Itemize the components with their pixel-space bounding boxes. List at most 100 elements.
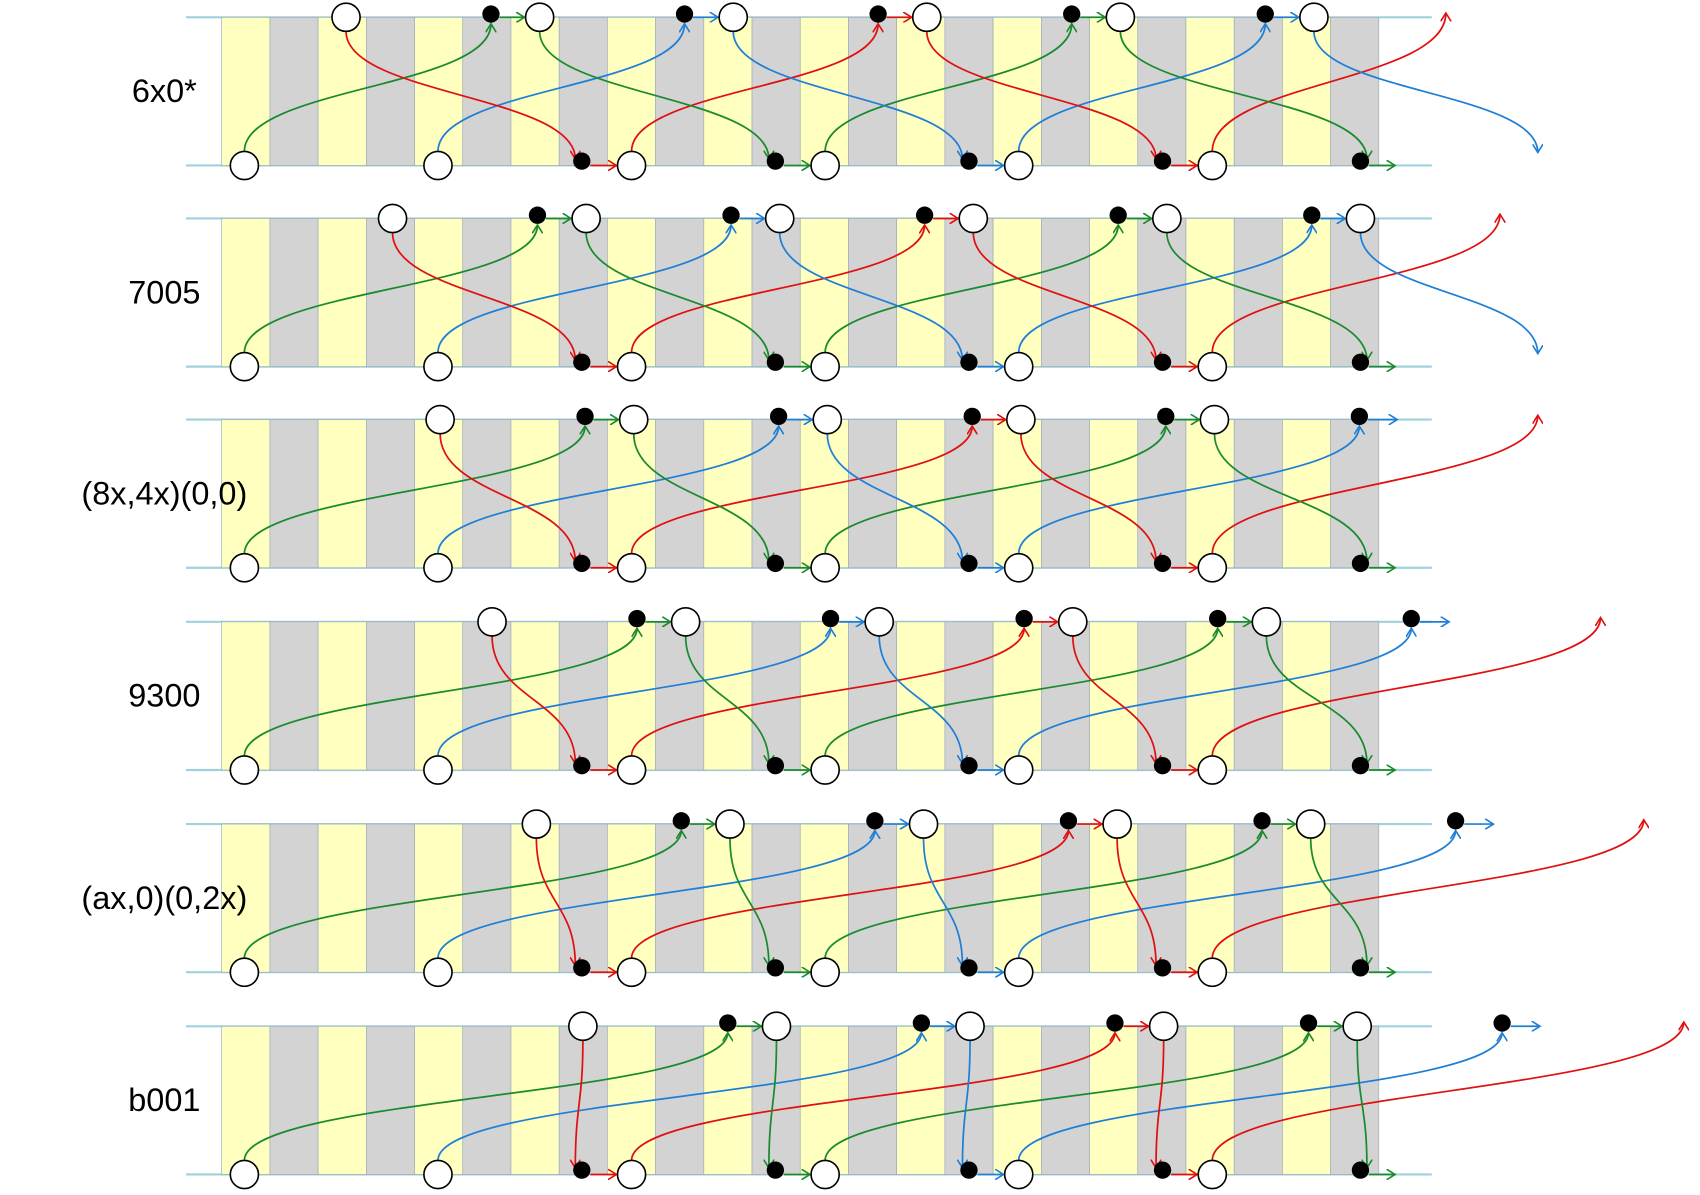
node — [423, 755, 453, 785]
link-up — [1017, 426, 1360, 554]
dot — [1153, 353, 1172, 371]
stripe — [992, 16, 1042, 166]
dot — [766, 554, 785, 573]
stripe — [655, 621, 705, 771]
stripe — [848, 823, 898, 973]
stripe — [510, 16, 560, 166]
stripe — [1330, 16, 1380, 166]
node — [1295, 809, 1326, 839]
link-up — [824, 225, 1118, 353]
stripe — [1233, 419, 1283, 569]
link-up — [437, 426, 779, 554]
link-down — [538, 31, 769, 159]
dot — [1493, 1014, 1511, 1032]
row-label: (8x,4x)(0,0) — [81, 475, 247, 511]
dot — [960, 757, 978, 775]
row-label: (ax,0)(0,2x) — [81, 880, 247, 916]
dot — [1350, 407, 1369, 426]
node — [423, 150, 453, 181]
dot — [1063, 5, 1081, 23]
link-up — [824, 628, 1218, 756]
row-label: 6x0* — [132, 73, 197, 109]
dot — [1153, 554, 1172, 573]
link-down — [778, 232, 963, 361]
dot — [573, 152, 591, 170]
stripe — [317, 419, 367, 569]
node — [670, 606, 701, 637]
stripe — [1089, 621, 1139, 771]
dot — [528, 206, 547, 224]
stripe — [848, 419, 898, 569]
stripe — [944, 419, 994, 569]
stripe — [414, 419, 464, 569]
dot — [960, 353, 978, 371]
row-label: 9300 — [128, 678, 200, 714]
node — [1148, 1011, 1179, 1042]
node — [810, 755, 840, 785]
stripe — [269, 218, 319, 367]
stripe — [269, 1025, 319, 1175]
link-up — [630, 24, 879, 152]
dot — [573, 757, 591, 775]
link-up — [824, 831, 1262, 959]
dot — [1109, 206, 1127, 224]
dot — [672, 812, 690, 830]
stripe — [1041, 218, 1090, 367]
dot — [1351, 554, 1370, 573]
link-down — [632, 433, 769, 562]
stripe — [365, 621, 415, 771]
link-up — [243, 24, 491, 152]
stripe — [703, 1025, 753, 1175]
stripe — [1041, 621, 1090, 771]
node — [1105, 2, 1136, 33]
stripe — [703, 16, 753, 166]
link-down — [1020, 433, 1156, 562]
node — [812, 404, 843, 435]
link-up — [1211, 214, 1500, 353]
stripe — [944, 823, 994, 973]
link-down — [878, 635, 962, 764]
link-down — [1213, 433, 1366, 562]
dot — [1299, 1014, 1318, 1032]
stripe — [462, 16, 512, 166]
dot — [869, 5, 887, 23]
node — [423, 351, 453, 382]
node — [616, 351, 647, 382]
stripe — [317, 823, 367, 973]
node — [229, 957, 260, 988]
link-up — [243, 426, 585, 554]
node — [1251, 606, 1282, 637]
node — [810, 150, 840, 181]
node — [715, 809, 745, 839]
dot — [1351, 353, 1370, 371]
stripe — [944, 16, 994, 166]
link-down — [1359, 232, 1537, 354]
stripe — [1185, 419, 1235, 569]
node — [1003, 755, 1034, 785]
link-up — [437, 1033, 921, 1161]
stripe — [848, 621, 898, 771]
node — [1003, 552, 1034, 583]
node — [1197, 755, 1228, 785]
link-up — [1017, 24, 1266, 152]
stripe — [992, 218, 1042, 367]
dot — [1351, 1161, 1370, 1179]
node — [229, 351, 260, 382]
link-up — [1211, 618, 1600, 756]
link-up — [630, 426, 973, 554]
stripe — [1041, 1025, 1090, 1175]
link-down — [575, 1040, 584, 1168]
dot — [1209, 609, 1227, 628]
stripe — [462, 621, 512, 771]
stripe — [414, 218, 464, 367]
stripe — [317, 621, 367, 771]
dot — [960, 959, 978, 977]
stripe — [269, 823, 319, 973]
node — [908, 809, 939, 839]
dot — [1351, 959, 1370, 977]
link-down — [826, 433, 962, 562]
stripe — [558, 621, 608, 771]
node — [616, 957, 647, 988]
node — [425, 404, 456, 435]
row-label: 7005 — [128, 274, 200, 310]
